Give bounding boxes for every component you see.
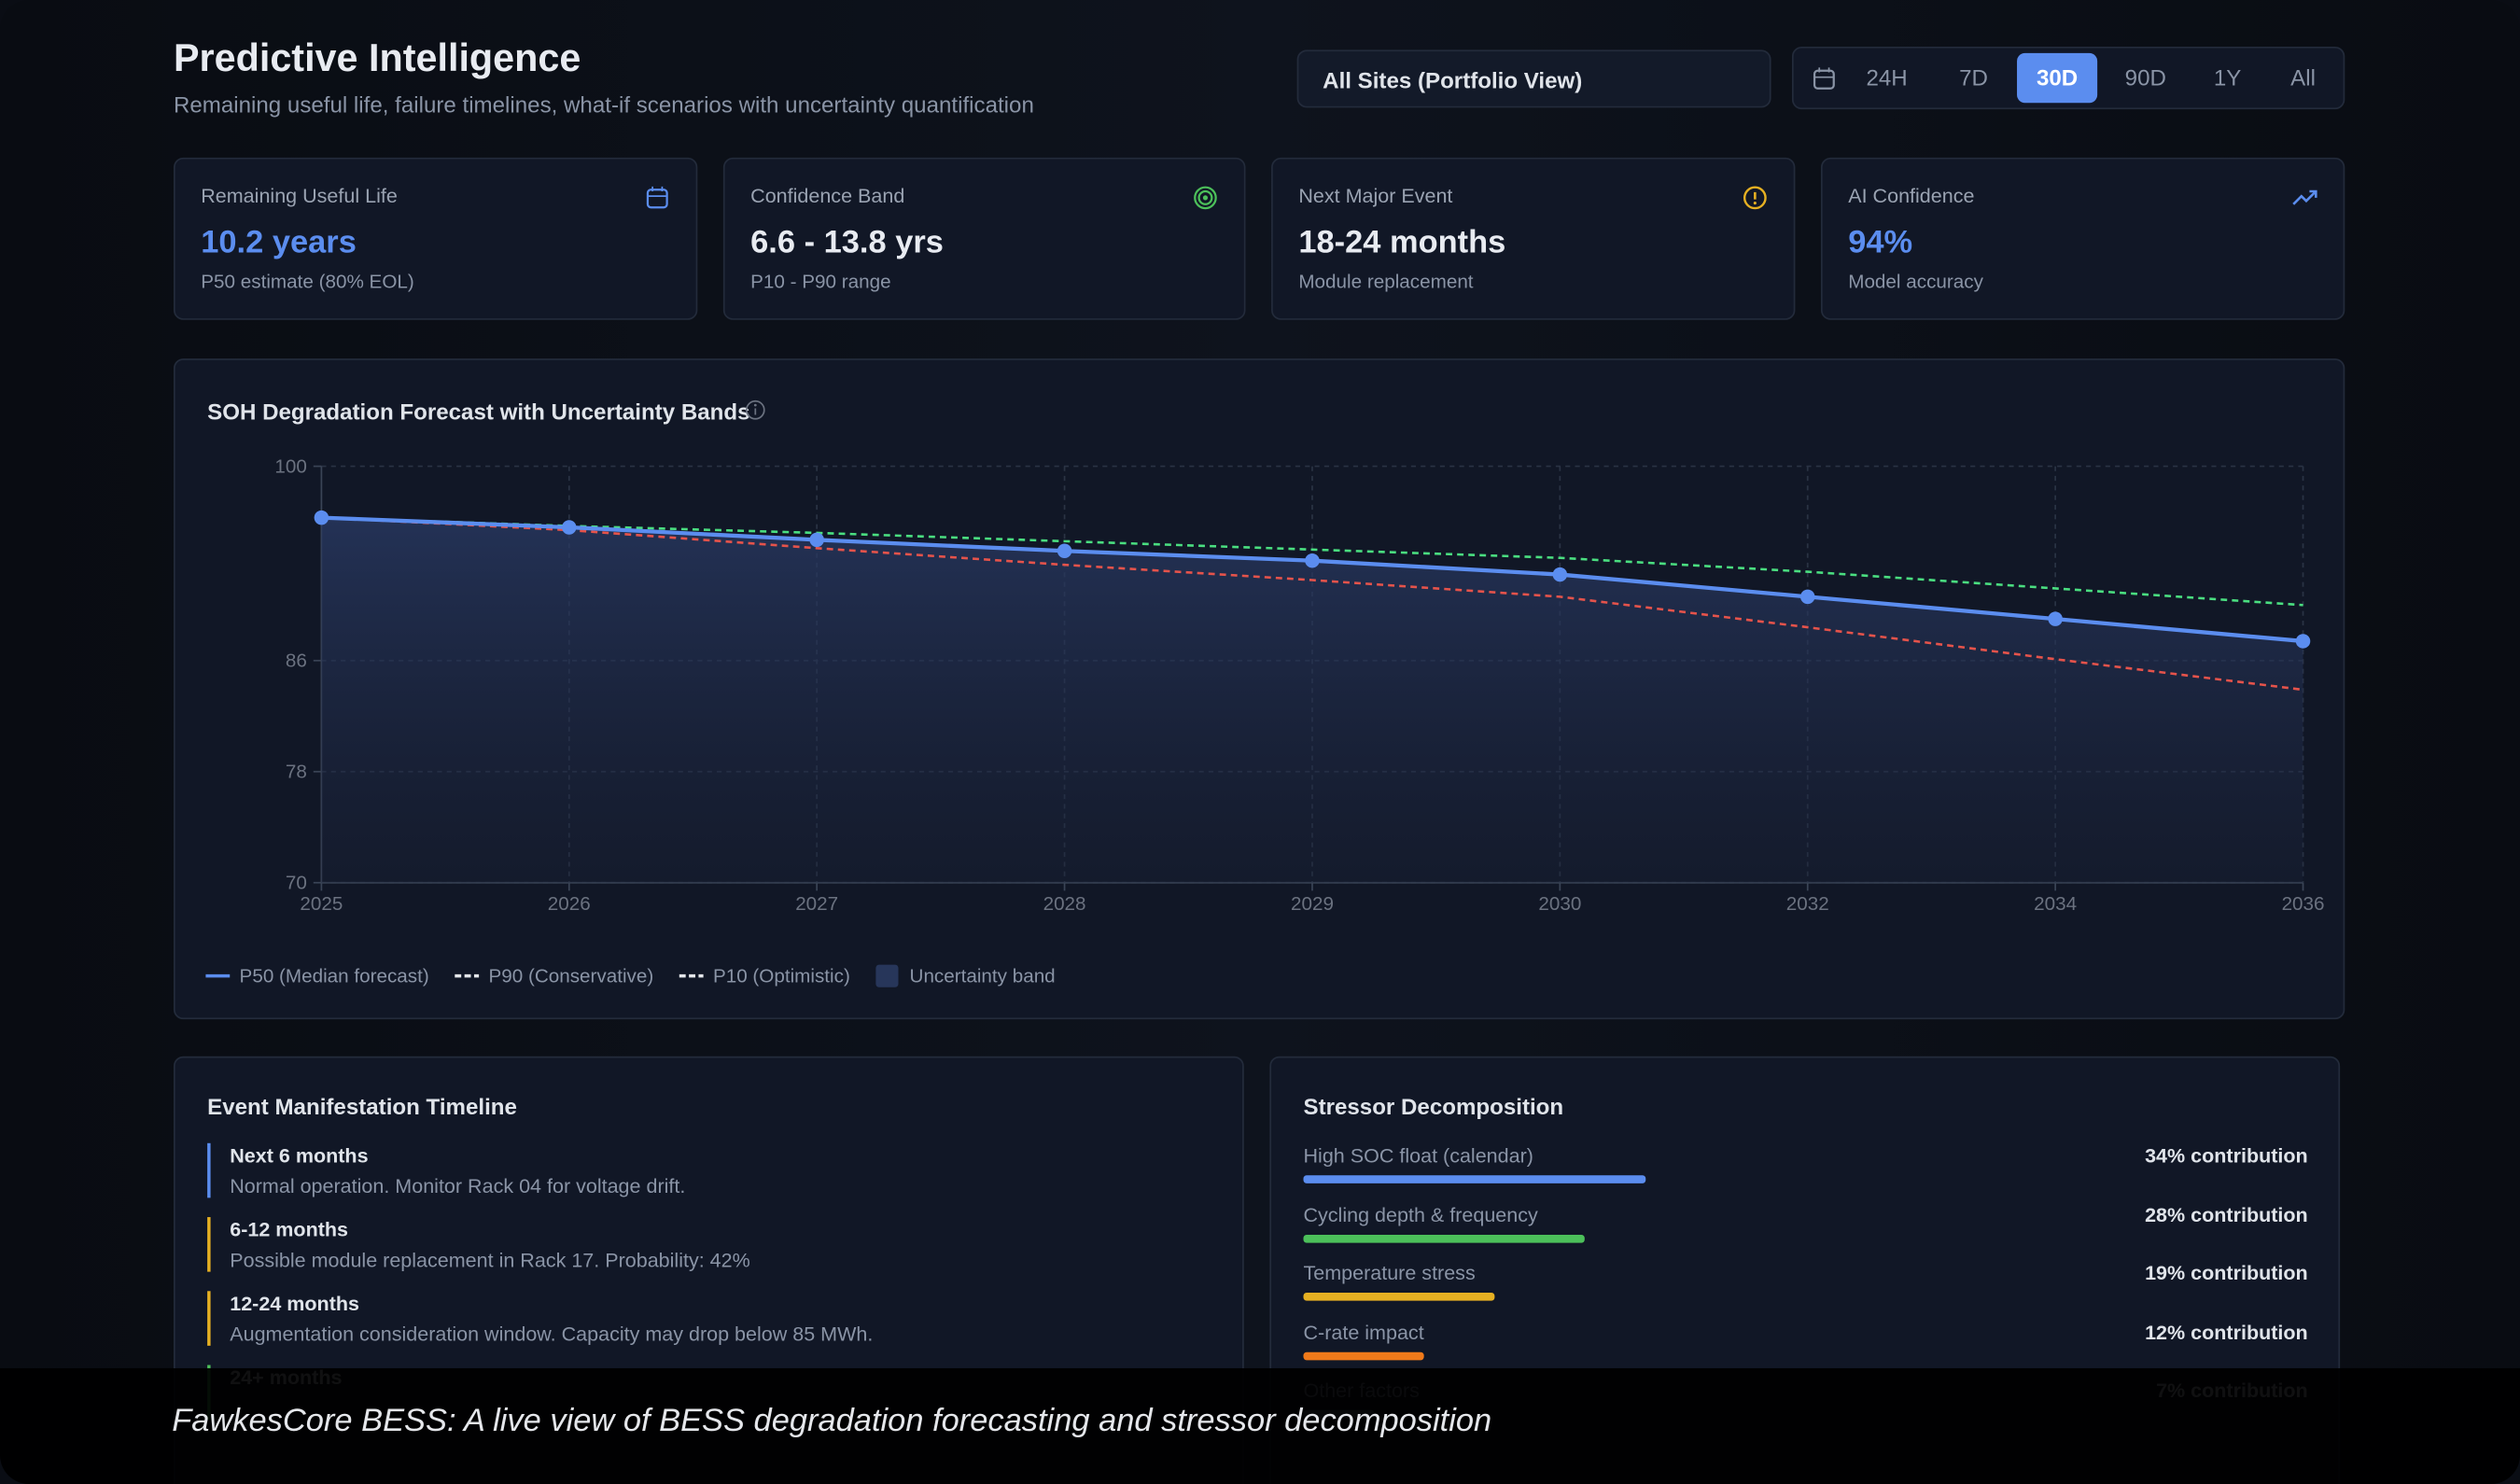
time-range-button[interactable]: 1Y [2213,63,2242,91]
kpi-label: Next Major Event [1298,185,1453,208]
stressor-label: Cycling depth & frequency [1303,1203,1538,1226]
timeline-period: 12-24 months [230,1293,360,1316]
stressor-value-label: 12% contribution [2145,1321,2308,1344]
stressor-value-label: 28% contribution [2145,1203,2308,1226]
time-range-group: 24H 7D 30D 90D 1Y All [1791,46,2345,110]
timeline-marker [207,1291,211,1346]
calendar-icon [1813,67,1835,90]
stressor-value-label: 34% contribution [2145,1144,2308,1168]
stressor-bar [1303,1293,1494,1301]
kpi-label: Confidence Band [750,185,905,208]
timeline-text: Possible module replacement in Rack 17. … [230,1249,750,1272]
timeline-period: Next 6 months [230,1144,369,1168]
time-range-button[interactable]: All [2290,63,2316,91]
page-title: Predictive Intelligence [173,36,581,81]
time-range-button[interactable]: 24H [1866,63,1908,91]
time-range-button[interactable]: 30D [2017,52,2098,104]
kpi-label: Remaining Useful Life [201,185,398,208]
kpi-card: AI Confidence 94% Model accuracy [1820,157,2345,320]
site-selector[interactable]: All Sites (Portfolio View) [1296,49,1771,108]
kpi-value: 94% [1848,225,1913,261]
kpi-sub: Model accuracy [1848,270,1983,293]
timeline-title: Event Manifestation Timeline [207,1093,517,1119]
chart-title: SOH Degradation Forecast with Uncertaint… [207,399,750,425]
chart-card: SOH Degradation Forecast with Uncertaint… [173,358,2345,1020]
site-selector-text: All Sites (Portfolio View) [1323,67,1583,93]
kpi-value: 18-24 months [1298,225,1506,261]
page-subtitle: Remaining useful life, failure timelines… [173,91,1034,118]
caption-bar: FawkesCore BESS: A live view of BESS deg… [0,1367,2520,1484]
stressor-label: High SOC float (calendar) [1303,1144,1533,1168]
stressor-label: Temperature stress [1303,1262,1476,1285]
kpi-sub: P10 - P90 range [750,270,891,293]
stressor-bar [1303,1175,1645,1183]
kpi-icon [1194,186,1217,210]
timeline-text: Augmentation consideration window. Capac… [230,1323,874,1346]
kpi-card: Next Major Event 18-24 months Module repla… [1271,157,1796,320]
kpi-value: 6.6 - 13.8 yrs [750,225,944,261]
stressor-bar [1303,1234,1585,1242]
time-range-button[interactable]: 90D [2124,63,2166,91]
kpi-sub: P50 estimate (80% EOL) [201,270,414,293]
time-range-button[interactable]: 7D [1959,63,1988,91]
kpi-label: AI Confidence [1848,185,1975,208]
kpi-card: Remaining Useful Life 10.2 years P50 estim… [173,157,698,320]
timeline-marker [207,1217,211,1272]
stressor-label: C-rate impact [1303,1321,1424,1344]
kpi-value: 10.2 years [201,225,357,261]
caption: FawkesCore BESS: A live view of BESS deg… [172,1403,1492,1439]
kpi-sub: Module replacement [1298,270,1474,293]
timeline-period: 6-12 months [230,1218,349,1241]
timeline-text: Normal operation. Monitor Rack 04 for vo… [230,1175,686,1198]
timeline-marker [207,1142,211,1198]
stressor-bar [1303,1351,1424,1360]
kpi-icon [646,186,668,209]
kpi-icon [1743,186,1767,210]
stressor-value-label: 19% contribution [2145,1262,2308,1285]
kpi-icon [2292,189,2317,205]
info-icon[interactable] [744,399,766,421]
stressor-title: Stressor Decomposition [1303,1093,1564,1119]
kpi-card: Confidence Band 6.6 - 13.8 yrs P10 - P90 r… [722,157,1246,320]
